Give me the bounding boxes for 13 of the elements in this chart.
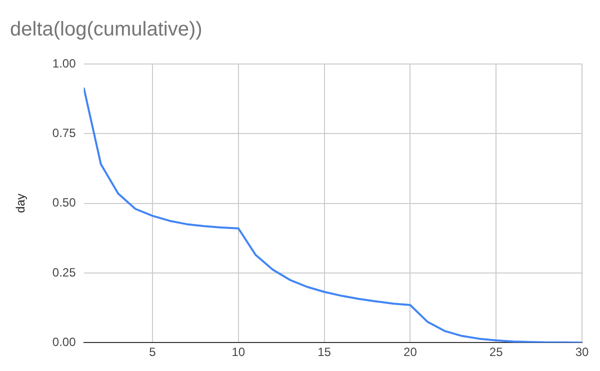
y-tick-label: 0.50 bbox=[52, 196, 76, 210]
y-tick-label: 0.00 bbox=[52, 334, 76, 349]
x-tick-label: 25 bbox=[489, 345, 504, 360]
y-axis-title: day bbox=[14, 194, 28, 213]
x-tick-label: 20 bbox=[404, 345, 418, 360]
x-tick-label: 5 bbox=[149, 345, 156, 360]
y-tick-label: 1.00 bbox=[52, 56, 76, 70]
x-tick-label: 15 bbox=[318, 345, 332, 360]
x-tick-label: 10 bbox=[232, 345, 246, 360]
x-tick-label: 30 bbox=[575, 345, 589, 360]
y-tick-label: 0.75 bbox=[52, 126, 76, 140]
y-tick-label: 0.25 bbox=[52, 265, 76, 280]
chart-title: delta(log(cumulative)) bbox=[10, 18, 202, 41]
